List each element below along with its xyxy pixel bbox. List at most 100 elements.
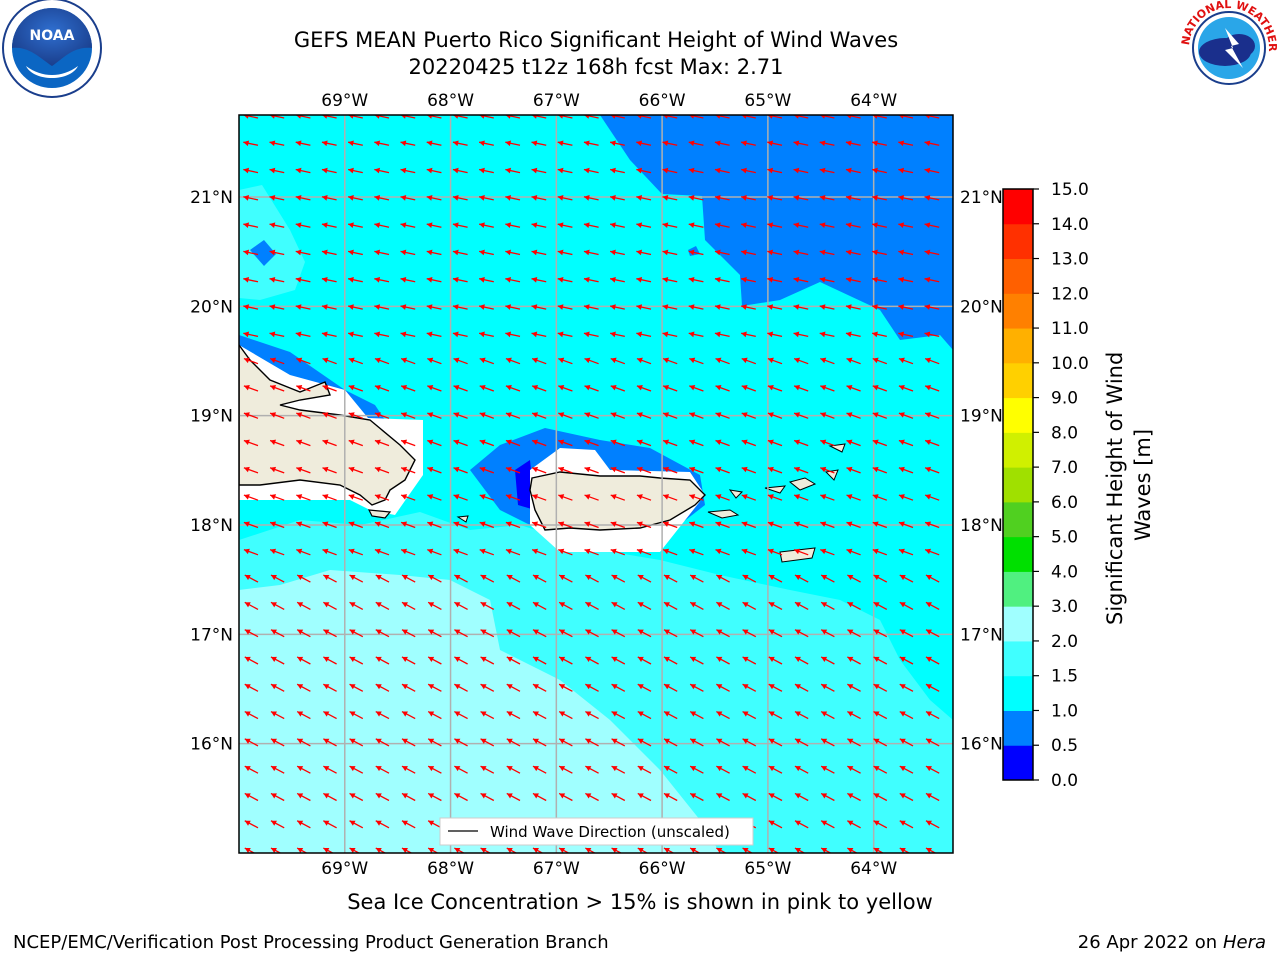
wave-arrow — [637, 738, 652, 747]
wave-arrow — [846, 521, 861, 529]
wave-arrow — [740, 249, 756, 256]
wave-arrow — [532, 656, 547, 665]
lon-label: 69°W — [321, 859, 368, 879]
wave-arrow — [480, 574, 495, 583]
wave-arrow — [426, 304, 442, 310]
wave-arrow — [637, 683, 652, 692]
wave-arrow — [400, 548, 416, 556]
wave-arrow — [924, 521, 940, 529]
lat-label: 17°N — [960, 625, 1003, 645]
wave-arrow — [558, 384, 573, 392]
wave-arrow — [322, 466, 337, 474]
wave-arrow — [296, 384, 311, 392]
wave-arrow — [583, 222, 599, 228]
wave-arrow — [742, 629, 757, 638]
wave-arrow — [505, 195, 521, 201]
wave-arrow — [558, 683, 573, 692]
wave-arrow — [585, 847, 597, 853]
wave-arrow — [899, 847, 911, 853]
wave-arrow — [662, 439, 678, 447]
wave-arrow — [793, 439, 809, 447]
wave-arrow — [820, 820, 835, 829]
wave-arrow — [400, 439, 416, 447]
colorbar-swatch — [1003, 606, 1033, 642]
wave-arrow — [269, 412, 285, 419]
colorbar-swatch — [1003, 328, 1033, 364]
wave-arrow — [663, 574, 678, 583]
wave-arrow — [374, 548, 390, 556]
wave-arrow — [478, 304, 494, 310]
wave-arrow — [401, 601, 416, 610]
lat-label: 16°N — [190, 735, 233, 755]
wave-arrow — [793, 222, 809, 228]
wave-arrow — [872, 521, 888, 529]
lon-labels-bottom: 69°W 68°W 67°W 66°W 65°W 64°W — [321, 859, 897, 879]
wave-arrow — [400, 167, 416, 174]
wave-arrow — [767, 494, 783, 501]
wave-arrow — [636, 439, 652, 447]
wave-arrow — [296, 548, 311, 556]
wave-arrow — [845, 195, 861, 201]
wave-arrow — [610, 466, 626, 474]
wave-arrow — [636, 249, 652, 256]
wave-arrow — [270, 820, 285, 829]
wave-arrow — [714, 276, 730, 283]
wave-arrow — [637, 656, 652, 665]
wave-arrow — [374, 222, 390, 228]
wave-arrow — [243, 222, 259, 228]
wave-arrow — [532, 738, 547, 747]
colorbar-tick-label: 0.0 — [1051, 771, 1078, 791]
wave-arrow — [819, 331, 835, 338]
wave-arrow — [401, 574, 416, 583]
wave-arrow — [820, 521, 835, 529]
wave-arrow — [270, 601, 285, 610]
wave-arrow — [583, 249, 599, 256]
wave-arrow — [715, 494, 730, 501]
wave-arrow — [506, 601, 521, 610]
wave-arrow — [480, 601, 495, 610]
wave-arrow — [793, 331, 809, 338]
wave-arrow — [348, 357, 364, 365]
wave-arrow — [375, 765, 390, 774]
wave-arrow — [898, 304, 914, 310]
wave-arrow — [296, 521, 311, 529]
wave-arrow — [847, 738, 861, 747]
wave-arrow — [663, 656, 678, 665]
wave-arrow — [270, 847, 282, 853]
wave-arrow — [400, 521, 416, 529]
wave-arrow — [558, 412, 573, 419]
wave-arrow — [244, 656, 259, 665]
wave-arrow — [899, 683, 914, 692]
wave-arrow — [349, 765, 364, 774]
wave-arrow — [742, 765, 757, 774]
wave-arrow — [662, 384, 678, 392]
wave-arrow — [296, 656, 311, 665]
wave-arrow — [871, 304, 887, 310]
wave-arrow — [349, 792, 364, 802]
wave-arrow — [924, 548, 940, 556]
wave-arrow — [454, 847, 466, 853]
wave-arrow — [741, 439, 757, 447]
wave-arrow — [715, 466, 730, 474]
wave-arrow — [741, 548, 757, 556]
wave-arrow — [400, 384, 416, 392]
wave-arrow — [558, 494, 573, 501]
wave-arrow — [793, 195, 809, 201]
wave-arrow — [636, 521, 652, 529]
wave-arrow — [454, 683, 468, 692]
wave-arrow — [323, 574, 337, 583]
wave-arrow — [454, 710, 468, 720]
lat-label: 18°N — [960, 516, 1003, 536]
wave-arrow — [531, 466, 547, 474]
wave-arrow — [558, 521, 573, 529]
wave-arrow — [375, 601, 390, 610]
wave-arrow — [400, 494, 416, 501]
wave-arrow — [558, 629, 573, 638]
wave-arrow — [479, 521, 495, 529]
wave-arrow — [558, 847, 570, 853]
wave-arrow — [243, 494, 259, 501]
wave-arrow — [899, 738, 914, 747]
wave-arrow — [400, 222, 416, 228]
wave-arrow — [505, 384, 521, 392]
wave-arrow — [689, 412, 704, 419]
